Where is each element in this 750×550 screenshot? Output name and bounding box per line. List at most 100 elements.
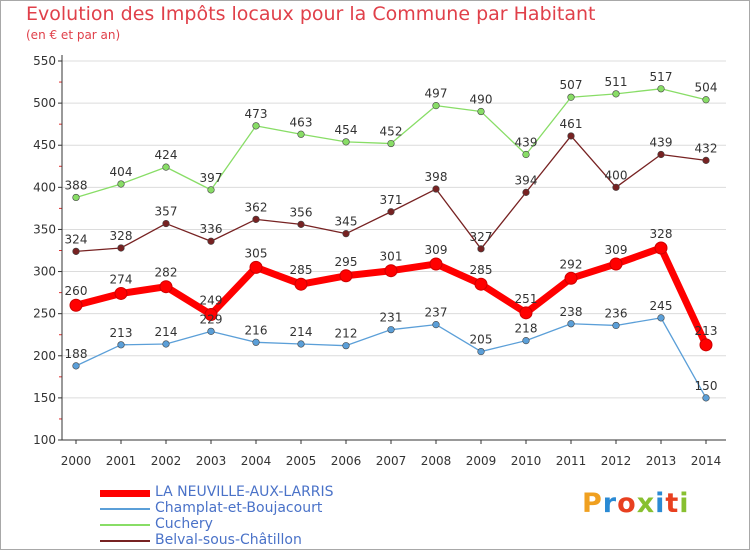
data-point [654, 241, 668, 255]
data-point [387, 139, 395, 148]
data-label: 432 [695, 141, 718, 155]
y-tick-label: 400 [33, 180, 56, 194]
y-tick-label: 350 [33, 222, 56, 236]
chart-subtitle: (en € et par an) [26, 28, 121, 42]
data-point [612, 321, 620, 330]
x-tick-label: 2000 [61, 454, 92, 468]
data-point [297, 130, 305, 138]
data-point [72, 247, 80, 255]
legend-label: Belval-sous-Châtillon [155, 532, 302, 548]
x-tick-label: 2004 [241, 454, 272, 468]
y-tick-label: 150 [33, 391, 56, 405]
y-tick-label: 100 [33, 433, 56, 447]
data-point [429, 257, 443, 271]
data-label: 454 [335, 123, 358, 137]
data-label: 309 [605, 243, 628, 257]
data-point [657, 314, 665, 322]
data-point [522, 150, 530, 159]
data-label: 216 [245, 323, 268, 337]
data-label: 292 [560, 257, 583, 271]
data-label: 218 [515, 322, 538, 336]
data-point [297, 220, 305, 228]
data-label: 328 [650, 227, 673, 241]
data-point [477, 245, 485, 253]
data-label: 345 [335, 215, 358, 229]
x-tick-label: 2002 [151, 454, 182, 468]
x-tick-labels: 2000 2001 2002 2003 2004 2005 2006 2007 2008 2009… [61, 454, 722, 468]
data-point [432, 321, 440, 329]
data-label: 236 [605, 306, 628, 320]
data-label: 229 [200, 312, 223, 326]
y-tick-label: 200 [33, 349, 56, 363]
data-label: 336 [200, 222, 223, 236]
data-point [702, 156, 710, 164]
x-tick-label: 2006 [331, 454, 362, 468]
data-point [567, 132, 575, 140]
legend-swatch [100, 489, 150, 497]
data-label: 397 [200, 171, 223, 185]
data-label: 439 [650, 135, 673, 149]
data-point [519, 306, 533, 320]
data-label: 309 [425, 243, 448, 257]
data-point [294, 277, 308, 291]
data-point [159, 280, 173, 294]
data-label: 490 [470, 93, 493, 107]
legend-swatch [100, 508, 150, 510]
data-label: 214 [155, 325, 178, 339]
data-label: 295 [335, 255, 358, 269]
chart-title: Evolution des Impôts locaux pour la Comm… [26, 3, 596, 25]
data-point [72, 362, 80, 370]
data-point [387, 208, 395, 216]
data-point [207, 327, 215, 335]
data-label: 504 [695, 81, 718, 95]
data-point [342, 342, 350, 350]
x-tick-label: 2007 [376, 454, 407, 468]
data-label: 424 [155, 148, 178, 162]
data-label: 398 [425, 170, 448, 184]
data-label: 394 [515, 173, 538, 187]
data-label: 511 [605, 75, 628, 89]
data-label: 285 [470, 263, 493, 277]
y-tick-label: 500 [33, 96, 56, 110]
x-tick-label: 2013 [646, 454, 677, 468]
data-point [567, 93, 575, 101]
data-point [114, 286, 128, 300]
data-label: 362 [245, 200, 268, 214]
data-label: 260 [65, 284, 88, 298]
data-point [522, 337, 530, 345]
x-tick-label: 2001 [106, 454, 137, 468]
data-label: 249 [200, 294, 223, 308]
data-point [204, 308, 218, 322]
data-label: 388 [65, 178, 88, 192]
x-tick-label: 2003 [196, 454, 227, 468]
data-label: 463 [290, 115, 313, 129]
data-label: 497 [425, 87, 448, 101]
y-tick-label: 450 [33, 138, 56, 152]
data-point [387, 326, 395, 334]
legend-swatch [100, 540, 150, 542]
data-label: 357 [155, 205, 178, 219]
data-label: 205 [470, 333, 493, 347]
data-label: 301 [380, 250, 403, 264]
data-point [702, 96, 710, 104]
data-label: 245 [650, 299, 673, 313]
data-label: 324 [65, 232, 88, 246]
data-label: 400 [605, 168, 628, 182]
data-point [162, 219, 170, 228]
data-point [474, 277, 488, 291]
data-point [432, 185, 440, 193]
data-point [117, 341, 125, 349]
data-point [207, 237, 215, 245]
x-tick-label: 2009 [466, 454, 497, 468]
data-point [612, 183, 620, 191]
data-label: 517 [650, 70, 673, 84]
data-point [477, 107, 485, 116]
data-label: 452 [380, 125, 403, 139]
data-point [69, 298, 83, 312]
data-point [342, 230, 350, 238]
data-label: 305 [245, 246, 268, 260]
grid-lines [62, 60, 726, 399]
data-point [207, 186, 215, 194]
data-point [72, 193, 80, 202]
